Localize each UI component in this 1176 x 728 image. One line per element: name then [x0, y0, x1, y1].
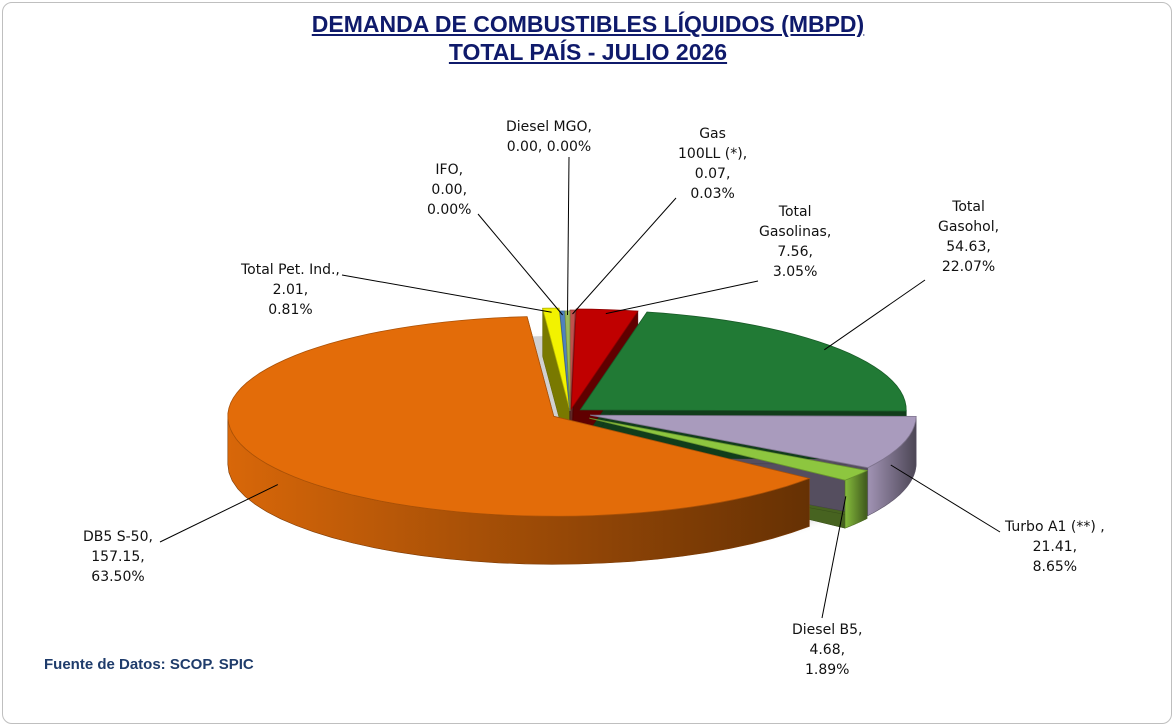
leader-line: [890, 464, 1001, 533]
data-label: DB5 S-50, 157.15, 63.50%: [83, 527, 153, 587]
data-label-line: DB5 S-50,: [83, 529, 153, 545]
data-label-line: Total: [778, 204, 812, 220]
data-label-line: IFO,: [435, 162, 464, 178]
chart-title-line1: DEMANDA DE COMBUSTIBLES LÍQUIDOS (MBPD): [311, 11, 865, 37]
data-label: Total Pet. Ind., 2.01, 0.81%: [241, 260, 340, 320]
data-label-line: 21.41,: [1032, 539, 1078, 555]
data-label-line: 0.00, 0.00%: [506, 139, 592, 155]
leader-line: [821, 496, 847, 619]
data-label-line: Gas: [699, 126, 726, 142]
data-label: Turbo A1 (**) , 21.41, 8.65%: [1005, 517, 1105, 577]
data-label: Diesel MGO, 0.00, 0.00%: [506, 117, 592, 157]
data-label-line: 22.07%: [941, 259, 996, 275]
data-label-line: 0.81%: [268, 302, 313, 318]
data-label-line: 7.56,: [777, 244, 813, 260]
data-label: Gas 100LL (*), 0.07, 0.03%: [678, 124, 747, 204]
data-label: Total Gasolinas, 7.56, 3.05%: [759, 202, 831, 282]
data-source-note: Fuente de Datos: SCOP. SPIC: [44, 656, 254, 673]
data-label-line: 157.15,: [91, 549, 145, 565]
data-label-line: 63.50%: [91, 569, 145, 585]
data-label-line: Diesel B5,: [792, 622, 863, 638]
data-label-line: 0.03%: [690, 186, 735, 202]
pie-slice-gas-100ll: [569, 309, 576, 411]
chart-title-line2: TOTAL PAÍS - JULIO 2026: [448, 39, 728, 65]
pie-slice-db5-s-50: [227, 316, 811, 517]
pie-slice-total-gasolinas: [570, 308, 639, 411]
data-label-line: Gasohol,: [938, 219, 1000, 235]
leader-line: [341, 274, 552, 313]
data-label-line: 3.05%: [772, 264, 818, 280]
data-label-line: 0.00,: [431, 182, 468, 198]
data-label: Diesel B5, 4.68, 1.89%: [792, 620, 863, 680]
data-label-line: 0.00%: [427, 202, 472, 218]
leader-line: [477, 213, 563, 316]
data-label-line: 54.63,: [946, 239, 991, 255]
data-label: Total Gasohol, 54.63, 22.07%: [938, 197, 999, 277]
pie-slice-total-gasohol: [579, 311, 907, 412]
data-label-line: Total Pet. Ind.,: [241, 262, 340, 278]
data-label-line: 1.89%: [805, 662, 850, 678]
data-label-line: Gasolinas,: [759, 224, 832, 240]
pie-slice-total-pet-ind: [542, 307, 570, 409]
data-label-line: Diesel MGO,: [506, 119, 592, 135]
leader-line: [159, 484, 279, 543]
data-label-line: Turbo A1 (**) ,: [1005, 519, 1105, 535]
leader-line: [824, 279, 926, 351]
data-label-line: 4.68,: [809, 642, 846, 658]
data-label-line: Total: [952, 199, 985, 215]
data-label: IFO, 0.00, 0.00%: [427, 160, 471, 220]
data-label-line: 100LL (*),: [678, 146, 748, 162]
leader-line: [605, 280, 759, 315]
data-label-line: 2.01,: [272, 282, 309, 298]
pie-slice-diesel-b5: [589, 417, 869, 481]
pie-slice-turbo-a1: [590, 414, 917, 469]
data-label-line: 8.65%: [1032, 559, 1078, 575]
leader-line: [572, 197, 677, 315]
leader-line: [567, 156, 570, 316]
data-label-line: 0.07,: [694, 166, 731, 182]
